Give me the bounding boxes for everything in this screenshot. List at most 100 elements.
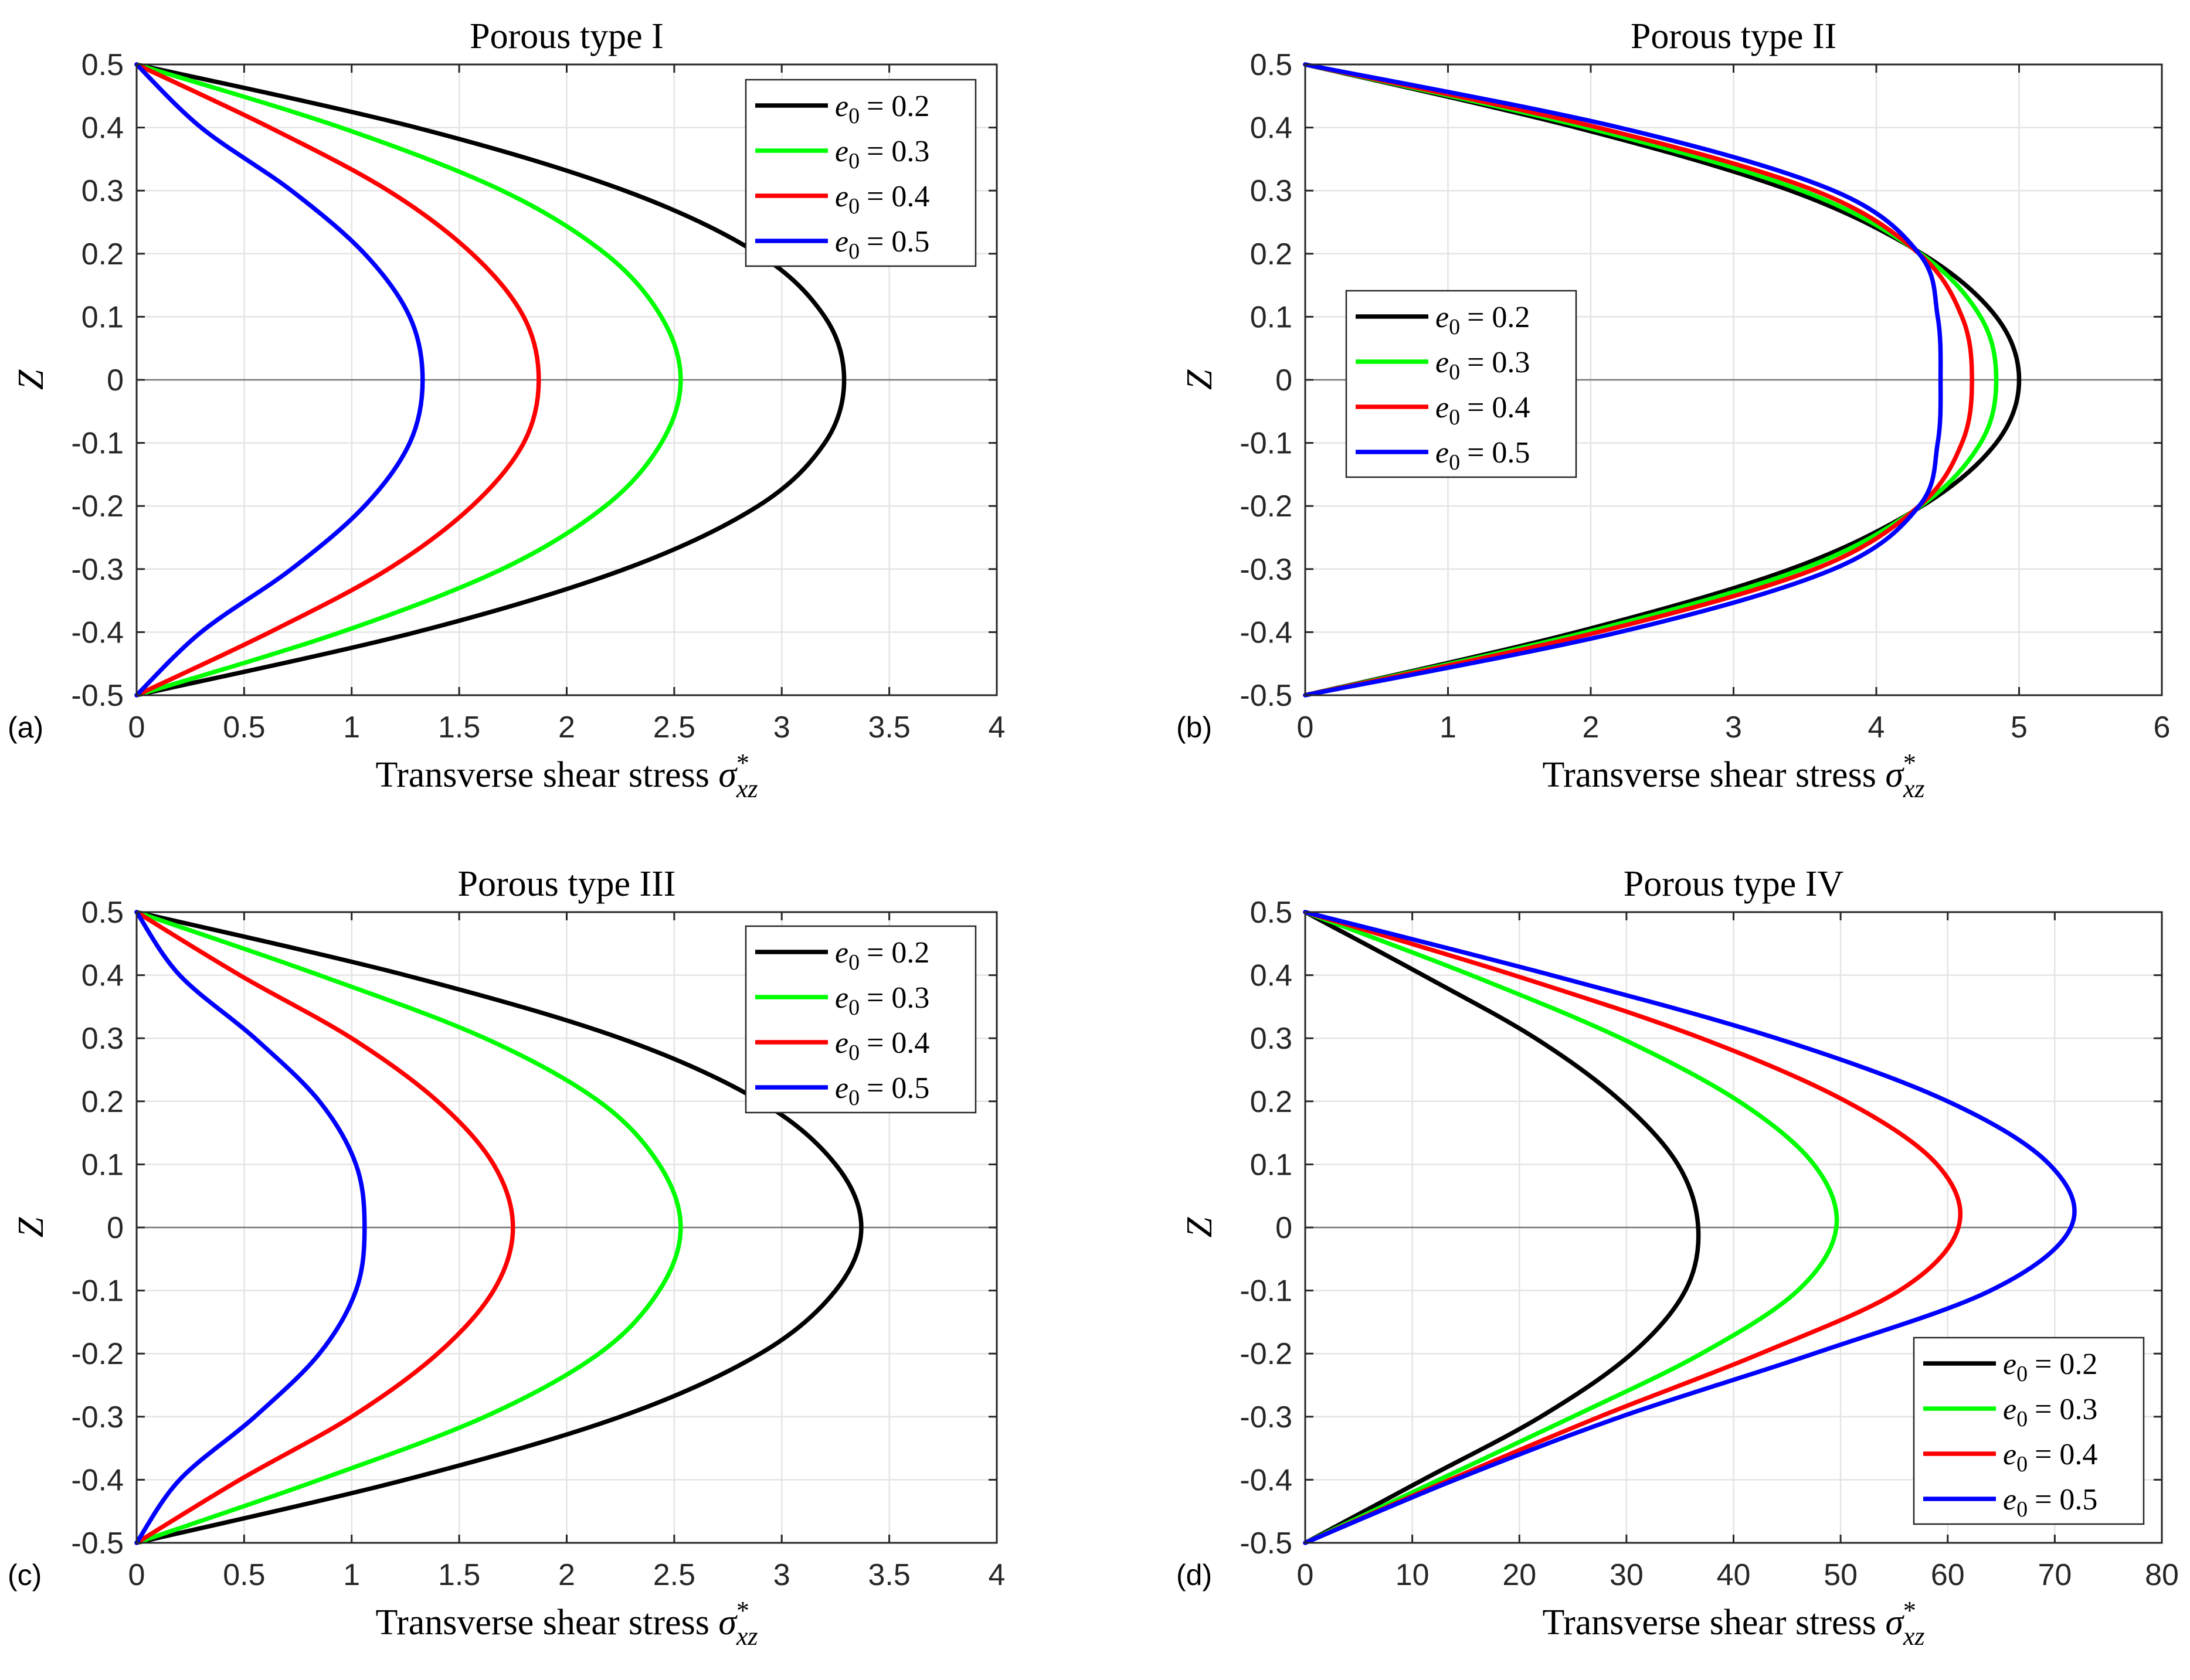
legend-sub: 0: [848, 1086, 860, 1110]
y-tick-label: 0: [1275, 1211, 1292, 1245]
legend-sub: 0: [848, 104, 860, 128]
x-tick-label: 3.5: [868, 710, 910, 744]
x-axis-label-space: [1876, 755, 1886, 795]
legend-entry: e0 = 0.3: [2003, 1393, 2097, 1431]
y-tick-label: 0.5: [82, 48, 124, 82]
x-axis-label-text: Transverse shear stress: [375, 755, 709, 795]
series-line-0.2: [134, 910, 864, 1545]
legend-var: e: [2003, 1483, 2016, 1516]
panel-label: (a): [8, 711, 43, 744]
legend-value: = 0.2: [1467, 301, 1530, 334]
legend: e0 = 0.2e0 = 0.3e0 = 0.4e0 = 0.5: [745, 925, 977, 1114]
x-tick-label: 1: [1439, 710, 1456, 744]
x-tick-label: 3: [773, 1558, 790, 1592]
legend-value: = 0.5: [867, 1072, 929, 1105]
legend-var: e: [835, 1026, 848, 1060]
x-axis-label-symbol: σ: [718, 755, 738, 795]
y-tick-label: 0.4: [82, 111, 124, 145]
legend-entry: e0 = 0.2: [2003, 1348, 2097, 1386]
legend-value: = 0.4: [867, 180, 929, 213]
chart-panel-2: 0 1 2 3 4 5 6 -0.5 -0.4 -0.3 -0.2 -0.1 0 0.1 0.2 0.3 0.4…: [1176, 16, 2170, 803]
x-axis-label-sup: *: [1903, 1596, 1916, 1625]
series-line-0.4: [134, 62, 541, 698]
x-tick-label: 6: [2154, 710, 2171, 744]
y-tick-label: 0.4: [1250, 959, 1292, 993]
y-tick-label: -0.2: [71, 489, 124, 523]
legend-entry: e0 = 0.3: [835, 135, 929, 174]
y-tick-label: -0.4: [1240, 615, 1292, 649]
legend-entry: e0 = 0.5: [835, 225, 929, 264]
x-tick-label: 4: [989, 1558, 1006, 1592]
legend-sub: 0: [1449, 405, 1460, 430]
legend-box: [745, 79, 977, 267]
legend-sub: 0: [848, 950, 860, 975]
legend-sub: 0: [848, 995, 860, 1020]
legend-sub: 0: [2016, 1407, 2028, 1431]
y-tick-label: -0.3: [1240, 553, 1292, 587]
legend-value: = 0.3: [2035, 1393, 2097, 1426]
x-tick-label: 0: [128, 1558, 145, 1592]
x-tick-label: 70: [2038, 1558, 2072, 1592]
x-tick-label: 1.5: [438, 710, 480, 744]
x-axis-label-sup: *: [736, 1596, 749, 1625]
x-tick-label: 0: [1297, 1558, 1314, 1592]
x-tick-label: 10: [1396, 1558, 1430, 1592]
y-tick-label: -0.2: [1240, 489, 1292, 523]
chart-title: Porous type III: [458, 864, 676, 904]
panel-label: (b): [1176, 711, 1212, 744]
chart-panel-1: 0 0.5 1 1.5 2 2.5 3 3.5 4 -0.5 -0.4 -0.3 -0.2 -0.1 0 0.…: [8, 16, 1005, 803]
legend: e0 = 0.2e0 = 0.3e0 = 0.4e0 = 0.5: [745, 79, 977, 267]
x-tick-label: 0: [128, 710, 145, 744]
x-axis-label-symbol: σ: [718, 1603, 738, 1642]
y-tick-label: 0.3: [1250, 174, 1292, 208]
legend-var: e: [835, 936, 848, 970]
x-axis-label-sub: xz: [1903, 1622, 1925, 1651]
y-tick-label: 0.2: [1250, 237, 1292, 271]
series-line-0.2: [1303, 62, 2022, 698]
y-tick-label: -0.1: [71, 1274, 124, 1308]
x-tick-label: 1.5: [438, 1558, 480, 1592]
series-line-0.3: [134, 910, 683, 1545]
x-tick-label: 2.5: [653, 710, 695, 744]
series-line-0.3: [134, 62, 683, 698]
legend-box: [745, 925, 977, 1114]
x-axis-label-space: [1876, 1603, 1886, 1642]
legend-sub: 0: [1449, 360, 1460, 385]
y-tick-label: -0.4: [71, 1463, 124, 1497]
legend-value: = 0.3: [1467, 346, 1530, 379]
legend-box: [1345, 290, 1577, 478]
series-line-0.5: [1303, 62, 1943, 698]
x-axis-label: Transverse shear stress σ* xz: [1542, 749, 1924, 803]
x-tick-label: 80: [2145, 1558, 2179, 1592]
x-tick-label: 1: [343, 1558, 360, 1592]
y-tick-label: 0.1: [82, 1148, 124, 1182]
legend-sub: 0: [2016, 1497, 2028, 1522]
y-tick-label: -0.5: [1240, 1526, 1292, 1560]
legend: e0 = 0.2e0 = 0.3e0 = 0.4e0 = 0.5: [1913, 1336, 2145, 1525]
legend-value: = 0.4: [1467, 391, 1530, 424]
legend-value: = 0.3: [867, 135, 929, 168]
x-axis-label-sub: xz: [736, 774, 758, 803]
y-tick-label: 0.4: [1250, 111, 1292, 145]
legend-var: e: [835, 981, 848, 1015]
chart-title: Porous type II: [1631, 16, 1836, 56]
y-tick-label: -0.5: [71, 1526, 124, 1560]
legend-sub: 0: [2016, 1452, 2028, 1477]
y-tick-label: -0.1: [71, 427, 124, 461]
legend: e0 = 0.2e0 = 0.3e0 = 0.4e0 = 0.5: [1345, 290, 1577, 478]
x-tick-label: 1: [343, 710, 360, 744]
x-tick-label: 4: [989, 710, 1006, 744]
series-line-0.2: [1303, 910, 1701, 1545]
legend-entry: e0 = 0.5: [2003, 1483, 2097, 1522]
legend-var: e: [835, 135, 848, 168]
y-axis-label: Z: [1180, 1217, 1220, 1237]
legend-entry: e0 = 0.4: [835, 180, 929, 219]
legend-sub: 0: [1449, 450, 1460, 475]
series-line-0.2: [134, 62, 847, 698]
y-tick-label: -0.1: [1240, 427, 1292, 461]
y-tick-label: -0.4: [1240, 1463, 1292, 1497]
x-tick-label: 2: [558, 710, 575, 744]
legend-entry: e0 = 0.2: [1435, 301, 1530, 339]
x-axis-label-symbol: σ: [1885, 755, 1904, 795]
